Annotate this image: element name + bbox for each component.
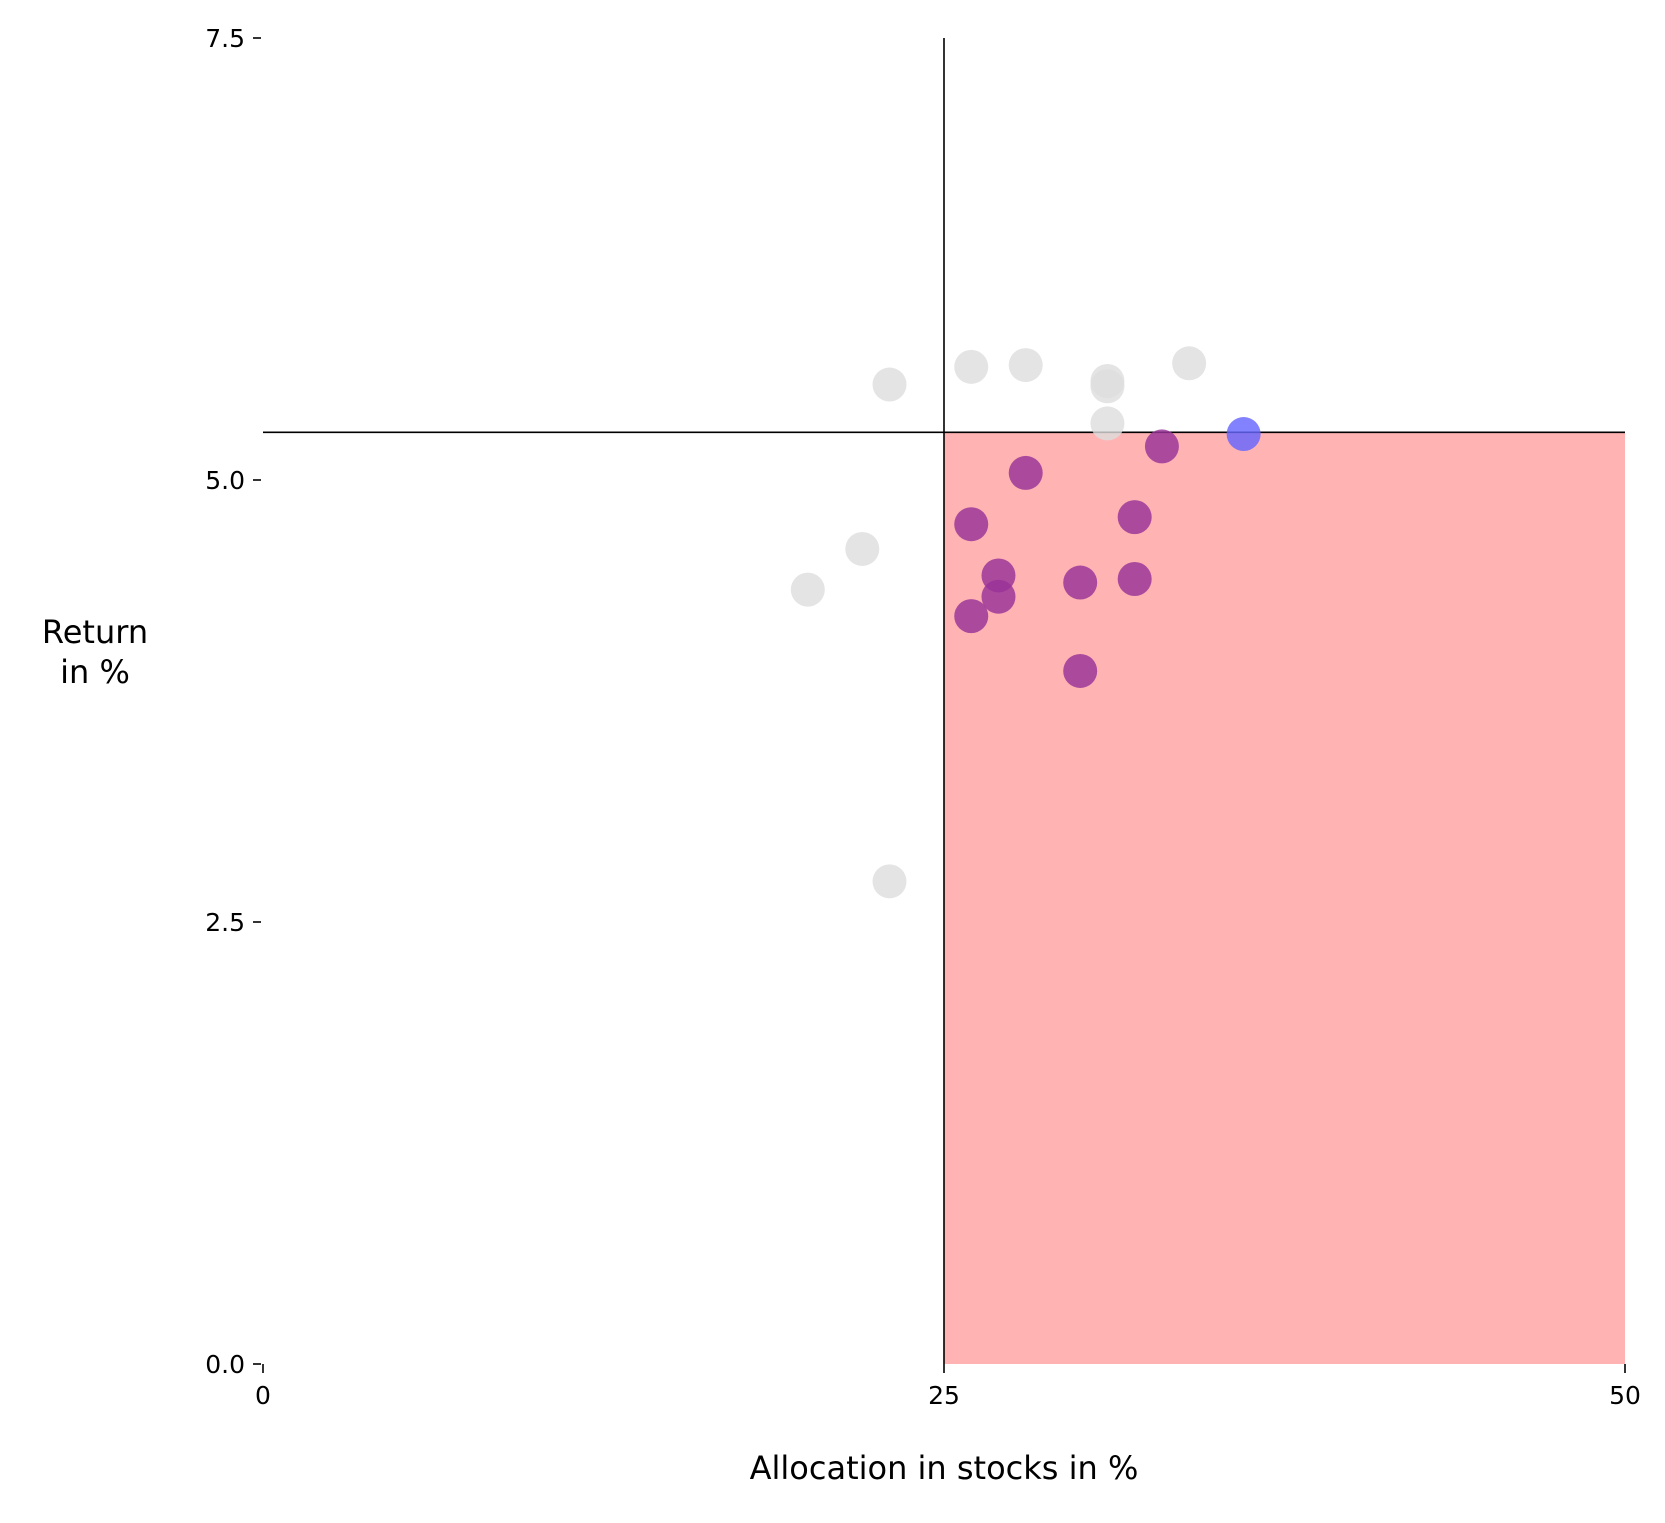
y-axis-label-line-2: in % <box>60 653 130 691</box>
y-tick-label: 2.5 <box>205 908 245 937</box>
data-point <box>872 367 907 402</box>
data-point <box>954 599 989 634</box>
x-axis: 0 25 50 <box>255 1364 1641 1410</box>
y-tick-label: 0.0 <box>205 1350 245 1379</box>
data-point <box>845 531 880 566</box>
data-point <box>1144 429 1179 464</box>
data-points <box>790 346 1261 899</box>
data-point <box>872 864 907 899</box>
x-tick-label: 25 <box>928 1381 960 1410</box>
data-point <box>790 572 825 607</box>
x-tick-label: 0 <box>255 1381 271 1410</box>
data-point <box>1090 406 1125 441</box>
data-point <box>1008 455 1043 490</box>
x-tick-label: 50 <box>1609 1381 1641 1410</box>
data-point <box>1063 653 1098 688</box>
data-point <box>1063 565 1098 600</box>
y-axis-label-line-1: Return <box>42 613 148 651</box>
data-point <box>1117 500 1152 535</box>
y-tick-label: 7.5 <box>205 24 245 53</box>
data-point <box>1090 369 1125 404</box>
highlight-region <box>944 432 1625 1364</box>
data-point <box>954 507 989 542</box>
y-tick-label: 5.0 <box>205 466 245 495</box>
data-point <box>1117 562 1152 597</box>
y-axis: 0.0 2.5 5.0 7.5 <box>205 24 261 1379</box>
data-point <box>1172 346 1207 381</box>
data-point <box>981 579 1016 614</box>
x-axis-label: Allocation in stocks in % <box>750 1449 1139 1487</box>
data-point <box>1008 348 1043 383</box>
data-point <box>954 349 989 384</box>
data-point <box>1226 417 1261 452</box>
